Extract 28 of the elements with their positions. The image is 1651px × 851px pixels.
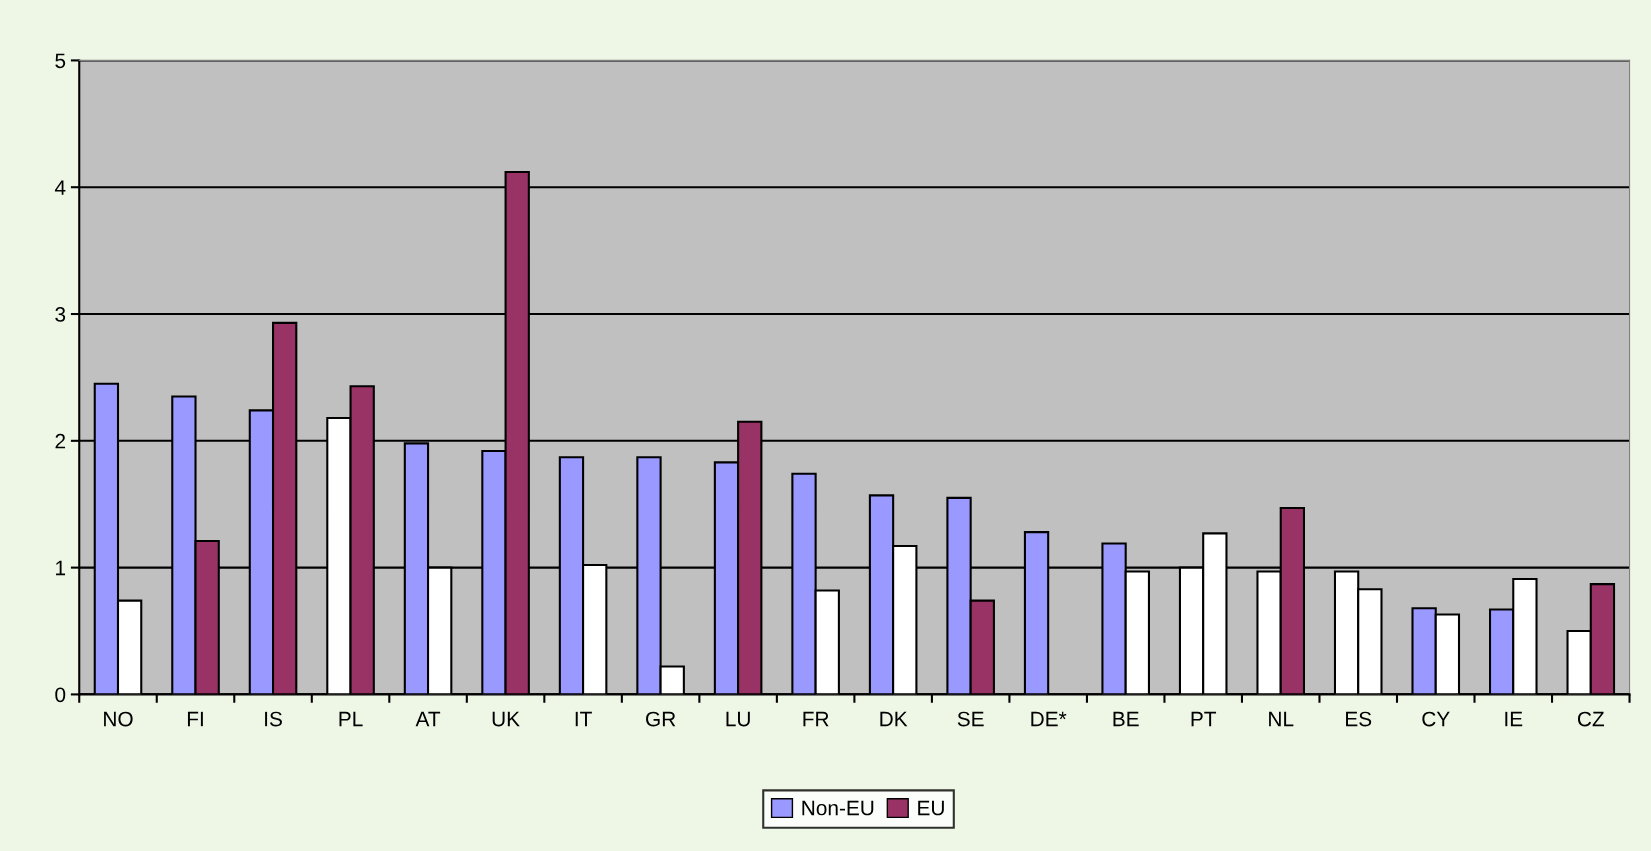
x-tick-label: AT bbox=[415, 711, 441, 727]
x-tick-label: FI bbox=[187, 711, 203, 727]
y-tick-label: 1 bbox=[56, 560, 66, 576]
x-tick-label: IE bbox=[1505, 711, 1523, 727]
x-tick-label: FR bbox=[803, 711, 829, 727]
x-tick-label: CZ bbox=[1577, 711, 1605, 727]
x-tick-label: LU bbox=[726, 711, 750, 727]
x-tick-label: UK bbox=[492, 711, 520, 727]
legend-label: EU bbox=[918, 800, 944, 816]
legend-label: Non-EU bbox=[802, 800, 874, 816]
y-tick-label: 0 bbox=[55, 687, 66, 703]
x-tick-label: SE bbox=[957, 711, 984, 727]
x-tick-label: DK bbox=[880, 711, 908, 727]
x-tick-label: ES bbox=[1346, 711, 1372, 727]
x-tick-label: PL bbox=[339, 711, 363, 727]
y-tick-label: 3 bbox=[55, 307, 66, 322]
x-tick-label: GR bbox=[646, 711, 676, 727]
y-tick-label: 5 bbox=[55, 53, 66, 69]
x-tick-label: NO bbox=[104, 711, 133, 727]
x-tick-label: NL bbox=[1269, 711, 1294, 727]
x-tick-label: CY bbox=[1422, 711, 1450, 727]
x-tick-label: DE* bbox=[1031, 711, 1067, 727]
x-tick-label: BE bbox=[1113, 711, 1139, 727]
y-tick-label: 2 bbox=[55, 433, 66, 449]
y-tick-label: 4 bbox=[54, 180, 66, 195]
x-tick-label: IT bbox=[575, 711, 592, 727]
x-tick-label: IS bbox=[265, 711, 282, 727]
x-tick-label: PT bbox=[1191, 711, 1217, 727]
